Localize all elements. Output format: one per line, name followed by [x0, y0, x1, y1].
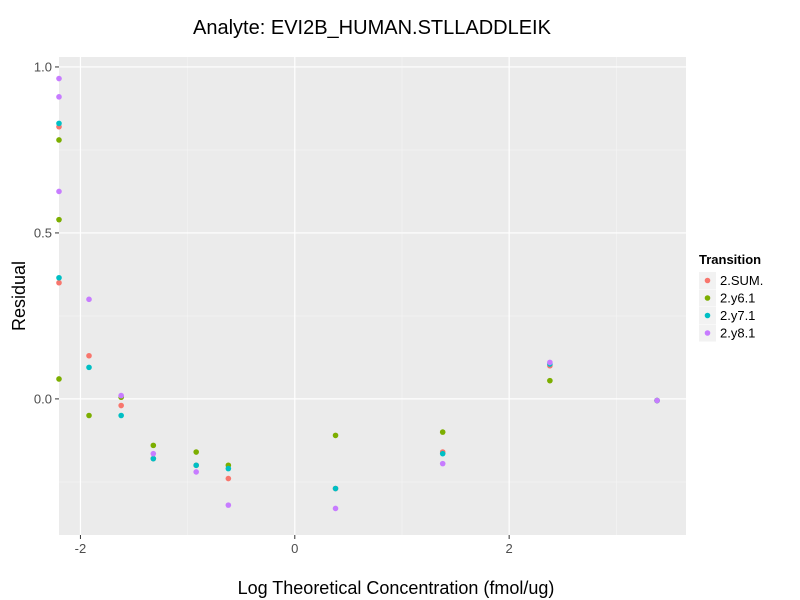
- data-point: [86, 364, 92, 371]
- grid-lines: [59, 57, 686, 535]
- data-point: [56, 94, 62, 100]
- y-axis-title: Residual: [9, 261, 29, 331]
- data-point: [439, 429, 446, 435]
- data-point: [56, 120, 62, 127]
- series-2y81: [56, 75, 660, 512]
- y-axis-ticks: 0.0 0.5 1.0: [34, 59, 59, 406]
- data-point: [193, 462, 199, 469]
- data-point: [150, 455, 157, 462]
- data-point: [654, 397, 660, 404]
- data-point: [56, 376, 62, 382]
- data-point: [225, 465, 232, 472]
- data-point: [86, 296, 92, 303]
- data-point: [332, 485, 339, 492]
- data-point: [86, 352, 92, 359]
- chart-title: Analyte: EVI2B_HUMAN.STLLADDLEIK: [193, 17, 552, 39]
- legend: Transition 2.SUM. 2.y6.1 2.y7.1 2.y8.1: [699, 252, 763, 342]
- data-points: [56, 75, 660, 512]
- y-tick-label: 1.0: [34, 59, 52, 74]
- data-point: [439, 450, 446, 457]
- x-axis-title: Log Theoretical Concentration (fmol/ug): [238, 578, 555, 598]
- legend-marker: [704, 330, 711, 336]
- data-point: [56, 188, 62, 195]
- legend-label: 2.y8.1: [720, 326, 755, 341]
- data-point: [332, 505, 339, 512]
- legend-marker: [704, 312, 711, 319]
- data-point: [56, 75, 62, 82]
- data-point: [547, 359, 553, 366]
- data-point: [56, 216, 62, 223]
- data-point: [332, 432, 339, 439]
- x-axis-ticks: -2 0 2: [75, 535, 513, 556]
- data-point: [193, 449, 199, 455]
- data-point: [56, 137, 62, 143]
- y-tick-label: 0.5: [34, 225, 52, 240]
- legend-marker: [704, 295, 711, 301]
- x-tick-label: 2: [506, 541, 513, 556]
- data-point: [547, 377, 553, 384]
- plot-panel: [59, 57, 686, 535]
- data-point: [150, 442, 157, 449]
- data-point: [150, 450, 157, 457]
- x-tick-label: 0: [291, 541, 298, 556]
- data-point: [439, 460, 446, 467]
- data-point: [193, 469, 199, 475]
- data-point: [56, 279, 62, 286]
- y-tick-label: 0.0: [34, 391, 52, 406]
- legend-label: 2.SUM.: [720, 273, 763, 288]
- data-point: [225, 502, 232, 508]
- x-tick-label: -2: [75, 541, 87, 556]
- legend-label: 2.y7.1: [720, 308, 755, 323]
- data-point: [225, 475, 232, 482]
- data-point: [118, 402, 124, 409]
- data-point: [118, 392, 124, 399]
- legend-marker: [704, 277, 711, 284]
- data-point: [86, 412, 92, 419]
- legend-label: 2.y6.1: [720, 291, 755, 306]
- legend-title: Transition: [699, 252, 761, 267]
- data-point: [118, 412, 124, 419]
- data-point: [56, 274, 62, 281]
